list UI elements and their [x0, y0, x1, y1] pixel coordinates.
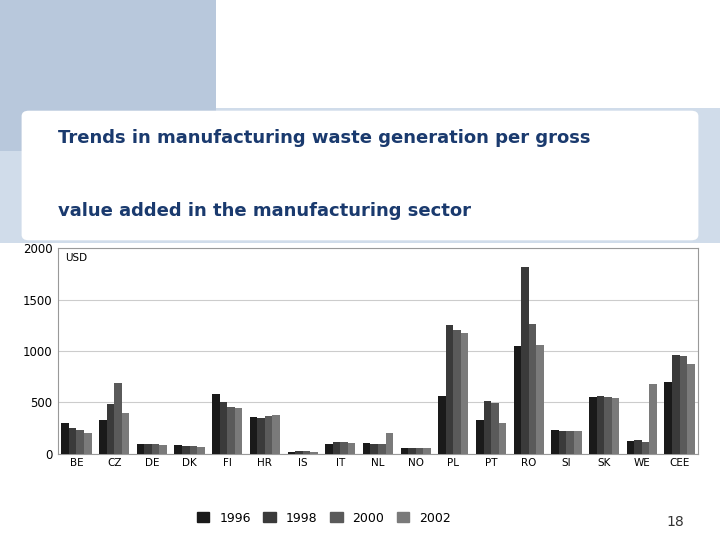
Bar	[634, 440, 642, 454]
Bar	[152, 444, 159, 454]
Bar	[642, 442, 649, 454]
Text: Tonnes/ Million: Tonnes/ Million	[58, 230, 134, 240]
Bar	[604, 397, 612, 454]
Bar	[484, 401, 491, 454]
Bar	[287, 451, 295, 454]
Bar	[250, 417, 257, 454]
Bar	[84, 433, 91, 454]
Bar	[454, 330, 461, 454]
Bar	[197, 447, 204, 454]
Bar	[400, 448, 408, 454]
Bar	[114, 383, 122, 454]
Bar	[649, 384, 657, 454]
Bar	[295, 450, 302, 454]
Bar	[680, 356, 687, 454]
Bar	[672, 355, 680, 454]
Bar	[513, 346, 521, 454]
Bar	[189, 447, 197, 454]
Bar	[341, 442, 348, 454]
Legend: 1996, 1998, 2000, 2002: 1996, 1998, 2000, 2002	[193, 508, 455, 528]
Bar	[423, 448, 431, 454]
Bar	[159, 445, 167, 454]
Bar	[627, 441, 634, 454]
Bar	[107, 404, 114, 454]
Bar	[325, 444, 333, 454]
Bar	[567, 431, 574, 454]
Bar	[665, 382, 672, 454]
Text: Trends in manufacturing waste generation per gross: Trends in manufacturing waste generation…	[58, 129, 590, 147]
Text: USD: USD	[65, 253, 87, 262]
Text: 18: 18	[666, 515, 684, 529]
Bar	[408, 448, 415, 454]
Bar	[235, 408, 243, 454]
Bar	[220, 402, 228, 454]
Bar	[333, 442, 341, 454]
Bar	[182, 447, 189, 454]
Bar	[363, 443, 371, 454]
Bar	[348, 443, 356, 454]
Bar	[612, 398, 619, 454]
Bar	[371, 444, 378, 454]
Bar	[265, 416, 272, 454]
Bar	[272, 415, 280, 454]
Bar	[122, 413, 129, 454]
Bar	[528, 325, 536, 454]
Bar	[302, 451, 310, 454]
Bar	[228, 407, 235, 454]
Bar	[257, 418, 265, 454]
Bar	[521, 267, 528, 454]
Bar	[137, 444, 144, 454]
Bar	[144, 444, 152, 454]
Bar	[687, 364, 695, 454]
Bar	[536, 345, 544, 454]
Bar	[499, 423, 506, 454]
Bar	[461, 333, 469, 454]
Bar	[589, 397, 597, 454]
Bar	[574, 431, 582, 454]
Bar	[438, 396, 446, 454]
Bar	[76, 430, 84, 454]
Bar	[415, 448, 423, 454]
Bar	[476, 420, 484, 454]
Bar	[597, 396, 604, 454]
Bar	[552, 430, 559, 454]
Bar	[99, 420, 107, 454]
Text: value added in the manufacturing sector: value added in the manufacturing sector	[58, 201, 471, 220]
Bar	[69, 428, 76, 454]
Bar	[385, 433, 393, 454]
Bar	[378, 444, 385, 454]
Bar	[212, 394, 220, 454]
Bar	[491, 403, 499, 454]
Bar	[446, 325, 454, 454]
Bar	[310, 451, 318, 454]
Bar	[174, 446, 182, 454]
Bar	[559, 431, 567, 454]
Bar	[61, 423, 69, 454]
